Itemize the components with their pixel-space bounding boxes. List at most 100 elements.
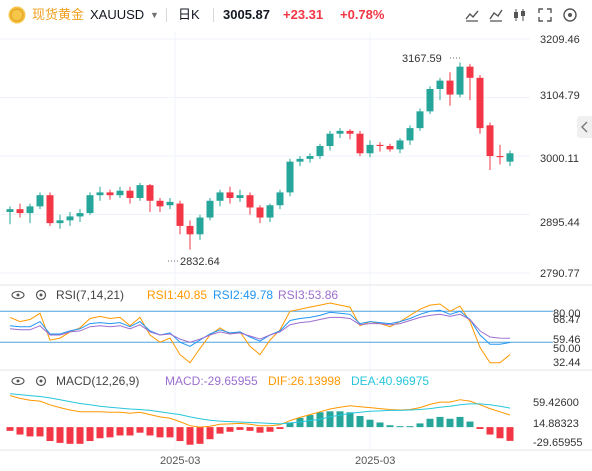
candle-body — [86, 195, 94, 214]
price-axis-label: 3104.79 — [540, 90, 580, 102]
price-axis-label: 3000.11 — [540, 153, 579, 165]
price-axis: 3209.46 3104.79 3000.11 2895.44 2790.77 — [540, 34, 580, 280]
macd-histogram-bar — [396, 426, 404, 428]
time-axis-label: 2025-03 — [160, 455, 200, 467]
candle-body — [446, 80, 454, 95]
candle-body — [16, 209, 24, 214]
candlestick-icon[interactable] — [511, 6, 529, 24]
chevron-left-icon — [581, 121, 588, 133]
rsi1-line — [9, 302, 511, 364]
macd-histogram-bar — [356, 415, 364, 428]
macd-value: MACD:-29.65955 — [165, 374, 258, 388]
dea-line — [9, 393, 511, 425]
macd-histogram-bar — [146, 427, 154, 436]
macd-histogram-bar — [416, 423, 424, 428]
candlesticks — [6, 62, 514, 250]
macd-histogram-bar — [126, 427, 134, 436]
candle-body — [236, 195, 244, 198]
candle-body — [156, 200, 164, 207]
candle-body — [166, 201, 174, 206]
indicator-icon[interactable] — [463, 6, 481, 24]
rsi3-value: RSI3:53.86 — [278, 288, 338, 302]
candle-body — [506, 153, 514, 162]
macd-histogram-bar — [366, 419, 374, 428]
macd-panel — [6, 393, 514, 445]
rsi-axis-label: 32.44 — [553, 357, 581, 369]
candle-body — [316, 146, 324, 157]
macd-histogram-bar — [376, 422, 384, 428]
macd-histogram-bar — [186, 427, 194, 445]
candle-body — [396, 140, 404, 150]
candle-body — [56, 220, 64, 224]
macd-histogram-bar — [136, 427, 144, 433]
candle-body — [96, 192, 104, 196]
settings-icon[interactable] — [561, 6, 579, 24]
chevron-down-icon[interactable]: ▼ — [150, 10, 159, 20]
candle-body — [6, 209, 14, 212]
candle-body — [146, 185, 154, 201]
macd-histogram-bar — [236, 427, 244, 430]
macd-histogram-bar — [36, 427, 44, 437]
symbol-code[interactable]: XAUUSD — [90, 7, 145, 22]
macd-histogram-bar — [46, 427, 54, 442]
macd-histogram-bar — [456, 416, 464, 428]
rsi-axis-label: 50.00 — [553, 343, 581, 355]
candle-body — [306, 156, 314, 159]
candle-body — [466, 66, 474, 78]
chart-type-icon[interactable] — [487, 6, 505, 24]
dif-value: DIF:26.13998 — [268, 374, 341, 388]
eye-icon[interactable] — [11, 290, 25, 300]
macd-histogram-bar — [96, 427, 104, 439]
candle-body — [286, 161, 294, 193]
rsi-panel — [0, 302, 553, 364]
fullscreen-icon[interactable] — [536, 6, 554, 24]
macd-histogram-bar — [506, 427, 514, 441]
macd-histogram-bar — [156, 427, 164, 438]
candle-body — [416, 111, 424, 129]
symbol-name[interactable]: 现货黄金 — [32, 7, 85, 22]
macd-histogram-bar — [346, 412, 354, 428]
timeframe-selector[interactable]: 日K — [178, 7, 200, 22]
candle-body — [426, 88, 434, 112]
candle-body — [246, 195, 254, 208]
candle-body — [356, 133, 364, 154]
high-annotation: 3167.59 — [402, 53, 460, 65]
settings-icon[interactable] — [35, 289, 47, 301]
last-price: 3005.87 — [223, 7, 270, 22]
macd-histogram-bar — [216, 427, 224, 434]
rsi-axis-label: 80.00 — [553, 308, 581, 320]
candle-body — [66, 216, 74, 221]
macd-axis-label: 14.88323 — [533, 418, 579, 430]
candle-body — [456, 66, 464, 95]
macd-histogram-bar — [276, 427, 284, 429]
macd-histogram-bar — [66, 427, 74, 444]
candle-body — [476, 77, 484, 129]
candle-body — [486, 125, 494, 157]
candle-body — [126, 190, 134, 198]
macd-histogram-bar — [336, 411, 344, 428]
macd-histogram-bar — [76, 427, 84, 444]
grid-lines — [0, 32, 530, 450]
macd-histogram-bar — [256, 427, 264, 433]
time-axis-label: 2025-03 — [355, 455, 395, 467]
high-price-label: 3167.59 — [402, 53, 442, 65]
candle-body — [496, 156, 504, 158]
candle-body — [366, 144, 374, 154]
macd-histogram-bar — [56, 427, 64, 443]
macd-histogram-bar — [176, 427, 184, 442]
candle-body — [346, 130, 354, 134]
settings-icon[interactable] — [35, 375, 47, 387]
rsi-axis-label: 68.47 — [553, 314, 581, 326]
expand-panel-button[interactable] — [577, 116, 592, 138]
price-change: +23.31 — [283, 7, 324, 22]
price-axis-label: 2895.44 — [540, 217, 580, 229]
candle-body — [226, 192, 234, 198]
candle-body — [386, 146, 394, 150]
macd-histogram-bar — [446, 418, 454, 428]
time-axis: 2025-03 2025-03 — [160, 455, 395, 467]
gold-coin-icon — [8, 6, 26, 24]
macd-histogram-bar — [6, 427, 14, 431]
candle-body — [296, 158, 304, 162]
eye-icon[interactable] — [11, 376, 25, 386]
